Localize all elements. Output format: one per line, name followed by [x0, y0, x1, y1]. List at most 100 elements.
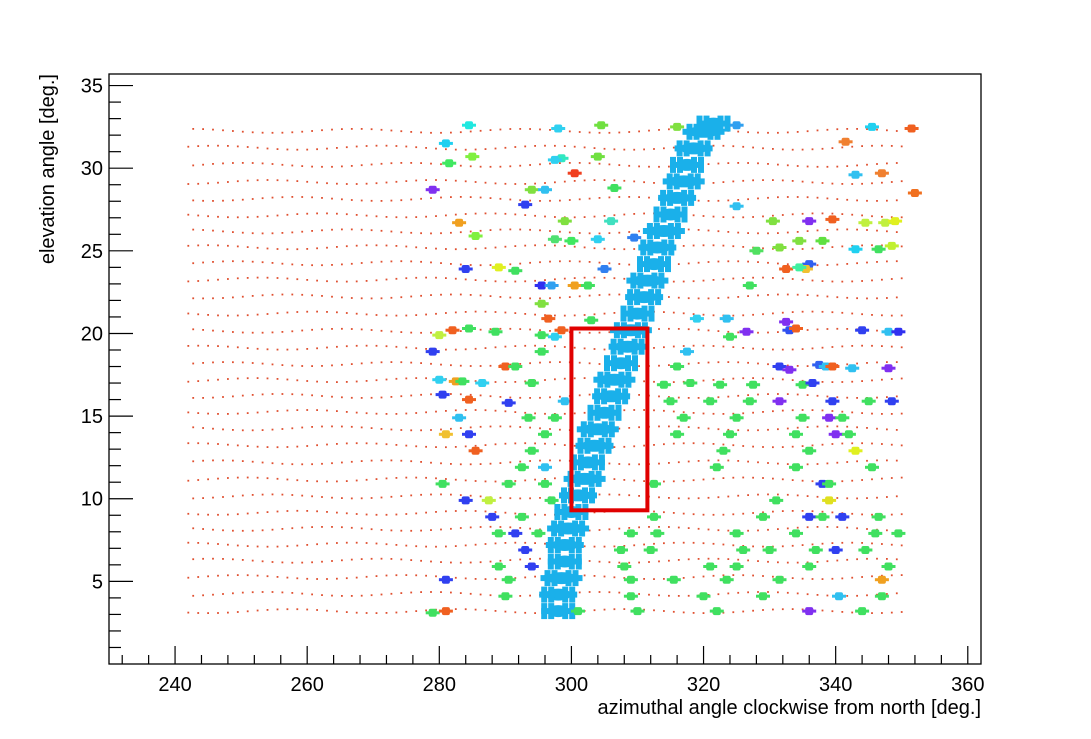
background-dot [598, 261, 601, 264]
background-dot [836, 497, 839, 499]
background-dot [251, 198, 254, 200]
background-dot [445, 348, 447, 351]
background-dot [276, 248, 279, 250]
background-dot [692, 313, 695, 315]
background-dot [628, 463, 631, 466]
background-dot [489, 229, 492, 231]
background-dot [261, 560, 264, 563]
background-dot [806, 593, 809, 596]
background-dot [405, 180, 408, 182]
background-dot [801, 544, 804, 546]
background-dot [608, 131, 611, 134]
track-point-speck [638, 338, 645, 355]
background-dot [881, 314, 883, 317]
background-dot [241, 559, 244, 561]
background-dot [286, 378, 289, 381]
background-dot [846, 296, 849, 299]
background-dot [227, 378, 229, 380]
background-dot [658, 425, 660, 428]
background-dot [618, 263, 621, 265]
scatter-point-tail [462, 398, 476, 402]
track-point-halo [696, 120, 731, 127]
track-point-speck [714, 123, 721, 140]
scatter-point-tail [742, 399, 757, 403]
background-dot [251, 260, 254, 263]
background-dot [450, 591, 452, 594]
background-dot [301, 196, 304, 198]
background-dot [727, 592, 730, 595]
track-point-speck [632, 355, 638, 372]
background-dot [425, 215, 427, 218]
background-dot [712, 144, 715, 147]
background-dot [345, 512, 348, 515]
scatter-point-tail [736, 548, 751, 552]
background-dot [648, 165, 650, 168]
background-dot [767, 528, 769, 531]
background-dot [504, 280, 507, 283]
background-dot [494, 246, 497, 249]
background-dot [499, 327, 502, 330]
background-dot [663, 542, 665, 545]
background-dot [821, 182, 824, 184]
background-dot [781, 311, 784, 314]
background-dot [866, 128, 868, 130]
background-dot [375, 344, 378, 347]
background-dot [767, 560, 769, 563]
background-dot [212, 593, 214, 596]
background-dot [583, 574, 586, 577]
background-dot [628, 527, 631, 529]
background-dot [232, 296, 234, 299]
background-dot [360, 199, 363, 202]
background-dot [742, 476, 745, 479]
background-dot [450, 427, 452, 430]
background-dot [410, 394, 413, 397]
background-dot [549, 199, 551, 202]
background-dot [890, 413, 893, 415]
background-dot [241, 529, 244, 532]
background-dot [311, 165, 313, 168]
background-dot [435, 477, 437, 480]
track-point-speck [608, 404, 615, 421]
track-point-speck [587, 421, 594, 438]
scatter-point-tail [855, 609, 870, 613]
background-dot [677, 461, 680, 464]
background-dot [202, 528, 204, 530]
background-dot [256, 215, 259, 218]
background-dot [232, 459, 234, 462]
background-dot [370, 594, 373, 597]
background-dot [266, 511, 269, 513]
scatter-point-tail [719, 317, 734, 321]
background-dot [494, 480, 497, 483]
background-dot [197, 182, 200, 185]
background-dot [682, 411, 685, 414]
background-dot [772, 214, 774, 217]
track-point-halo [625, 294, 664, 301]
background-dot [192, 426, 195, 429]
background-dot [187, 345, 190, 347]
background-dot [742, 216, 745, 219]
background-dot [197, 214, 200, 217]
background-dot [786, 463, 789, 465]
background-dot [658, 328, 660, 330]
background-dot [197, 479, 200, 481]
background-dot [336, 212, 338, 215]
background-dot [762, 313, 764, 316]
background-dot [806, 463, 809, 466]
background-dot [588, 162, 591, 165]
background-dot [365, 313, 368, 316]
background-dot [732, 145, 735, 148]
scatter-point-tail [858, 548, 873, 552]
background-dot [613, 446, 616, 448]
background-dot [757, 591, 759, 593]
background-dot [806, 294, 809, 296]
scatter-point-tail [729, 416, 744, 420]
background-dot [241, 429, 244, 432]
scatter-point-tail [438, 609, 453, 613]
track-point-speck [570, 454, 577, 471]
background-dot [271, 196, 274, 199]
background-dot [588, 294, 591, 297]
background-dot [355, 145, 358, 148]
background-dot [212, 128, 214, 131]
background-dot [534, 542, 536, 544]
background-dot [747, 591, 749, 594]
